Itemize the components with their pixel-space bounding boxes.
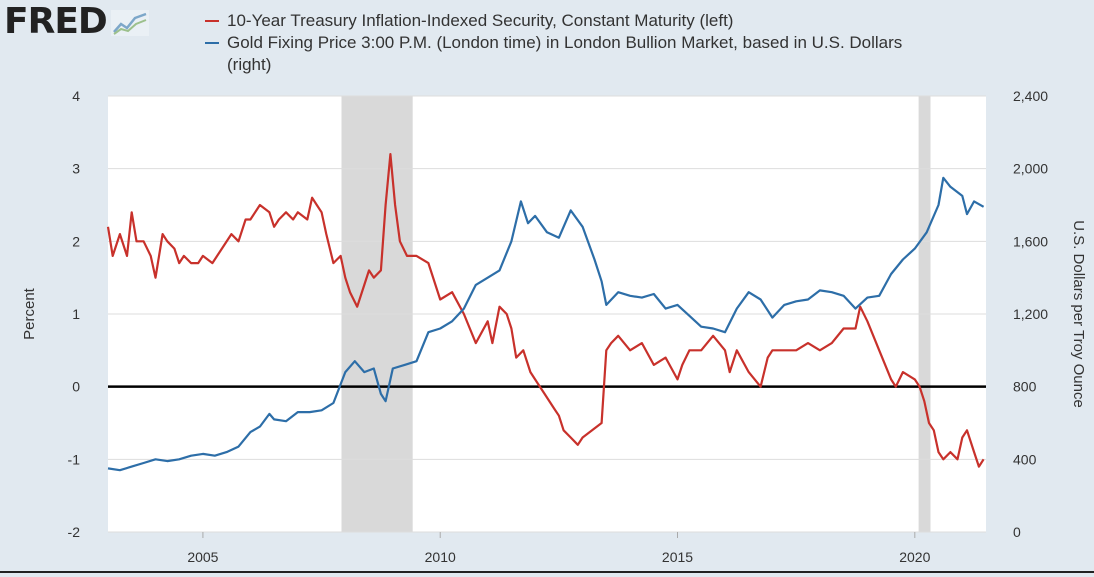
x-tick-label: 2015 (662, 549, 693, 565)
chart-header: FRED 10-Year Treasury Inflation-Indexed … (0, 0, 1094, 92)
right-axis-ticks: 0 400 800 1,200 1,600 2,000 2,400 (1013, 88, 1048, 540)
legend-item-series-1[interactable]: 10-Year Treasury Inflation-Indexed Secur… (205, 10, 945, 32)
left-tick-label: 1 (72, 306, 80, 322)
fred-chart-icon (110, 10, 149, 36)
legend-swatch-series-1 (205, 20, 219, 22)
legend-label-series-1: 10-Year Treasury Inflation-Indexed Secur… (227, 11, 734, 30)
right-tick-label: 1,600 (1013, 233, 1048, 249)
x-tick-label: 2005 (187, 549, 218, 565)
left-tick-label: 3 (72, 161, 80, 177)
left-axis-title: Percent (21, 287, 38, 340)
x-tick-label: 2010 (425, 549, 456, 565)
right-tick-label: 800 (1013, 379, 1037, 395)
legend-swatch-series-2 (205, 42, 219, 44)
fred-logo[interactable]: FRED (4, 2, 149, 42)
series-line-2 (107, 176, 985, 472)
series-line-1 (106, 153, 985, 468)
legend-label-series-2: Gold Fixing Price 3:00 P.M. (London time… (227, 33, 903, 74)
left-tick-label: 4 (72, 88, 80, 104)
x-axis-ticks: 2005 2010 2015 2020 (187, 532, 931, 565)
data-series (106, 153, 985, 472)
x-tick-label: 2020 (899, 549, 930, 565)
left-axis-ticks: -2 -1 0 1 2 3 4 (68, 88, 81, 540)
right-axis-title: U.S. Dollars per Troy Ounce (1070, 220, 1087, 408)
bottom-rule (0, 571, 1094, 573)
fred-logo-text: FRED (4, 1, 108, 42)
left-tick-label: 2 (72, 233, 80, 249)
right-tick-label: 1,200 (1013, 306, 1048, 322)
left-tick-label: -2 (68, 524, 81, 540)
chart-legend: 10-Year Treasury Inflation-Indexed Secur… (205, 10, 945, 76)
right-tick-label: 2,400 (1013, 88, 1048, 104)
left-tick-label: 0 (72, 379, 80, 395)
legend-item-series-2[interactable]: Gold Fixing Price 3:00 P.M. (London time… (205, 32, 945, 76)
left-tick-label: -1 (68, 451, 81, 467)
right-tick-label: 0 (1013, 524, 1021, 540)
right-tick-label: 400 (1013, 451, 1037, 467)
right-tick-label: 2,000 (1013, 161, 1048, 177)
